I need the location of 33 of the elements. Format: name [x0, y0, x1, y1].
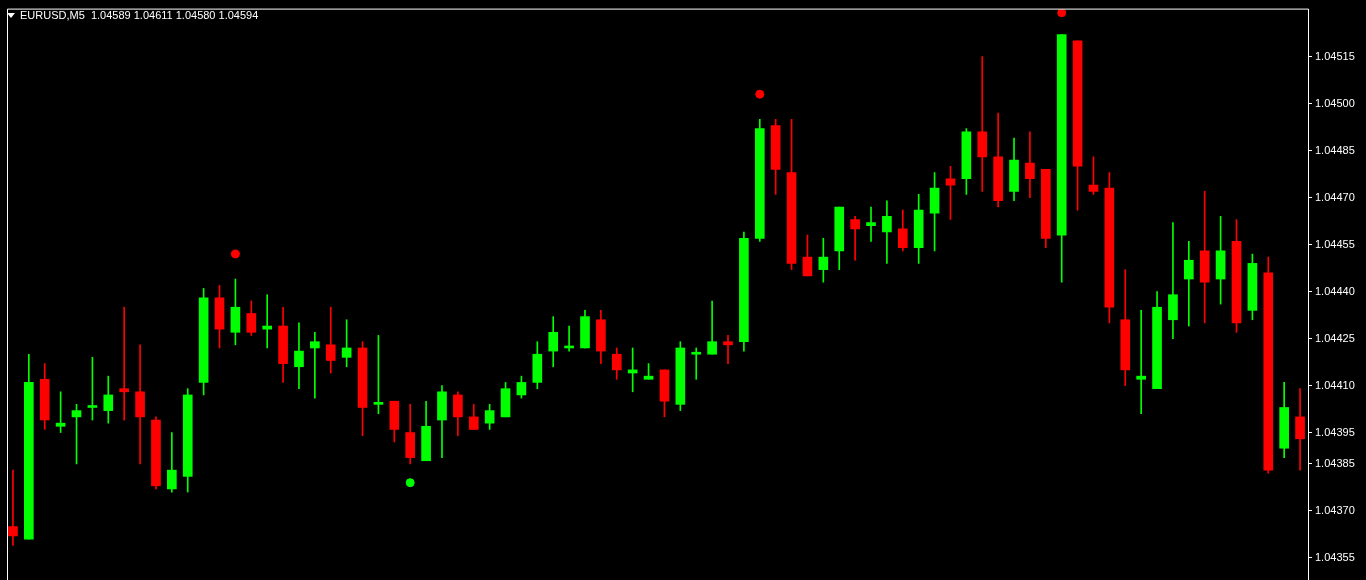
candlestick [1025, 131, 1035, 198]
y-tick-label: 1.04385 [1315, 456, 1355, 469]
y-tick-label: 1.04370 [1315, 503, 1355, 516]
candlestick [882, 200, 892, 264]
candlestick [119, 306, 130, 421]
candlestick [850, 216, 860, 261]
candlestick [723, 335, 733, 364]
y-tick-label: 1.04515 [1315, 49, 1355, 62]
candlestick [977, 56, 988, 192]
chart-title: EURUSD,M5 1.04589 1.04611 1.04580 1.04594 [20, 9, 259, 22]
y-tick-label: 1.04425 [1315, 331, 1355, 344]
candlestick [691, 347, 702, 380]
candlestick [1183, 241, 1194, 327]
y-tick-label: 1.04500 [1315, 96, 1355, 109]
point [755, 89, 765, 99]
point [1057, 9, 1067, 18]
y-tick-label: 1.04410 [1315, 378, 1355, 391]
point [230, 249, 240, 259]
y-tick-label: 1.04355 [1315, 550, 1355, 563]
candlestick [310, 331, 320, 399]
y-tick-label: 1.04395 [1315, 425, 1355, 438]
candlestick [1168, 222, 1178, 339]
y-tick-label: 1.04485 [1315, 143, 1355, 156]
candlestick [1136, 310, 1146, 415]
candlestick [1199, 190, 1210, 324]
candlestick [135, 344, 145, 465]
candlestick [8, 469, 18, 546]
candlestick [866, 206, 876, 242]
y-tick-label: 1.04455 [1315, 237, 1355, 250]
candlestick [294, 322, 304, 390]
y-tick-label: 1.04440 [1315, 284, 1355, 297]
point [405, 478, 415, 488]
y-tick-label: 1.04470 [1315, 190, 1355, 203]
